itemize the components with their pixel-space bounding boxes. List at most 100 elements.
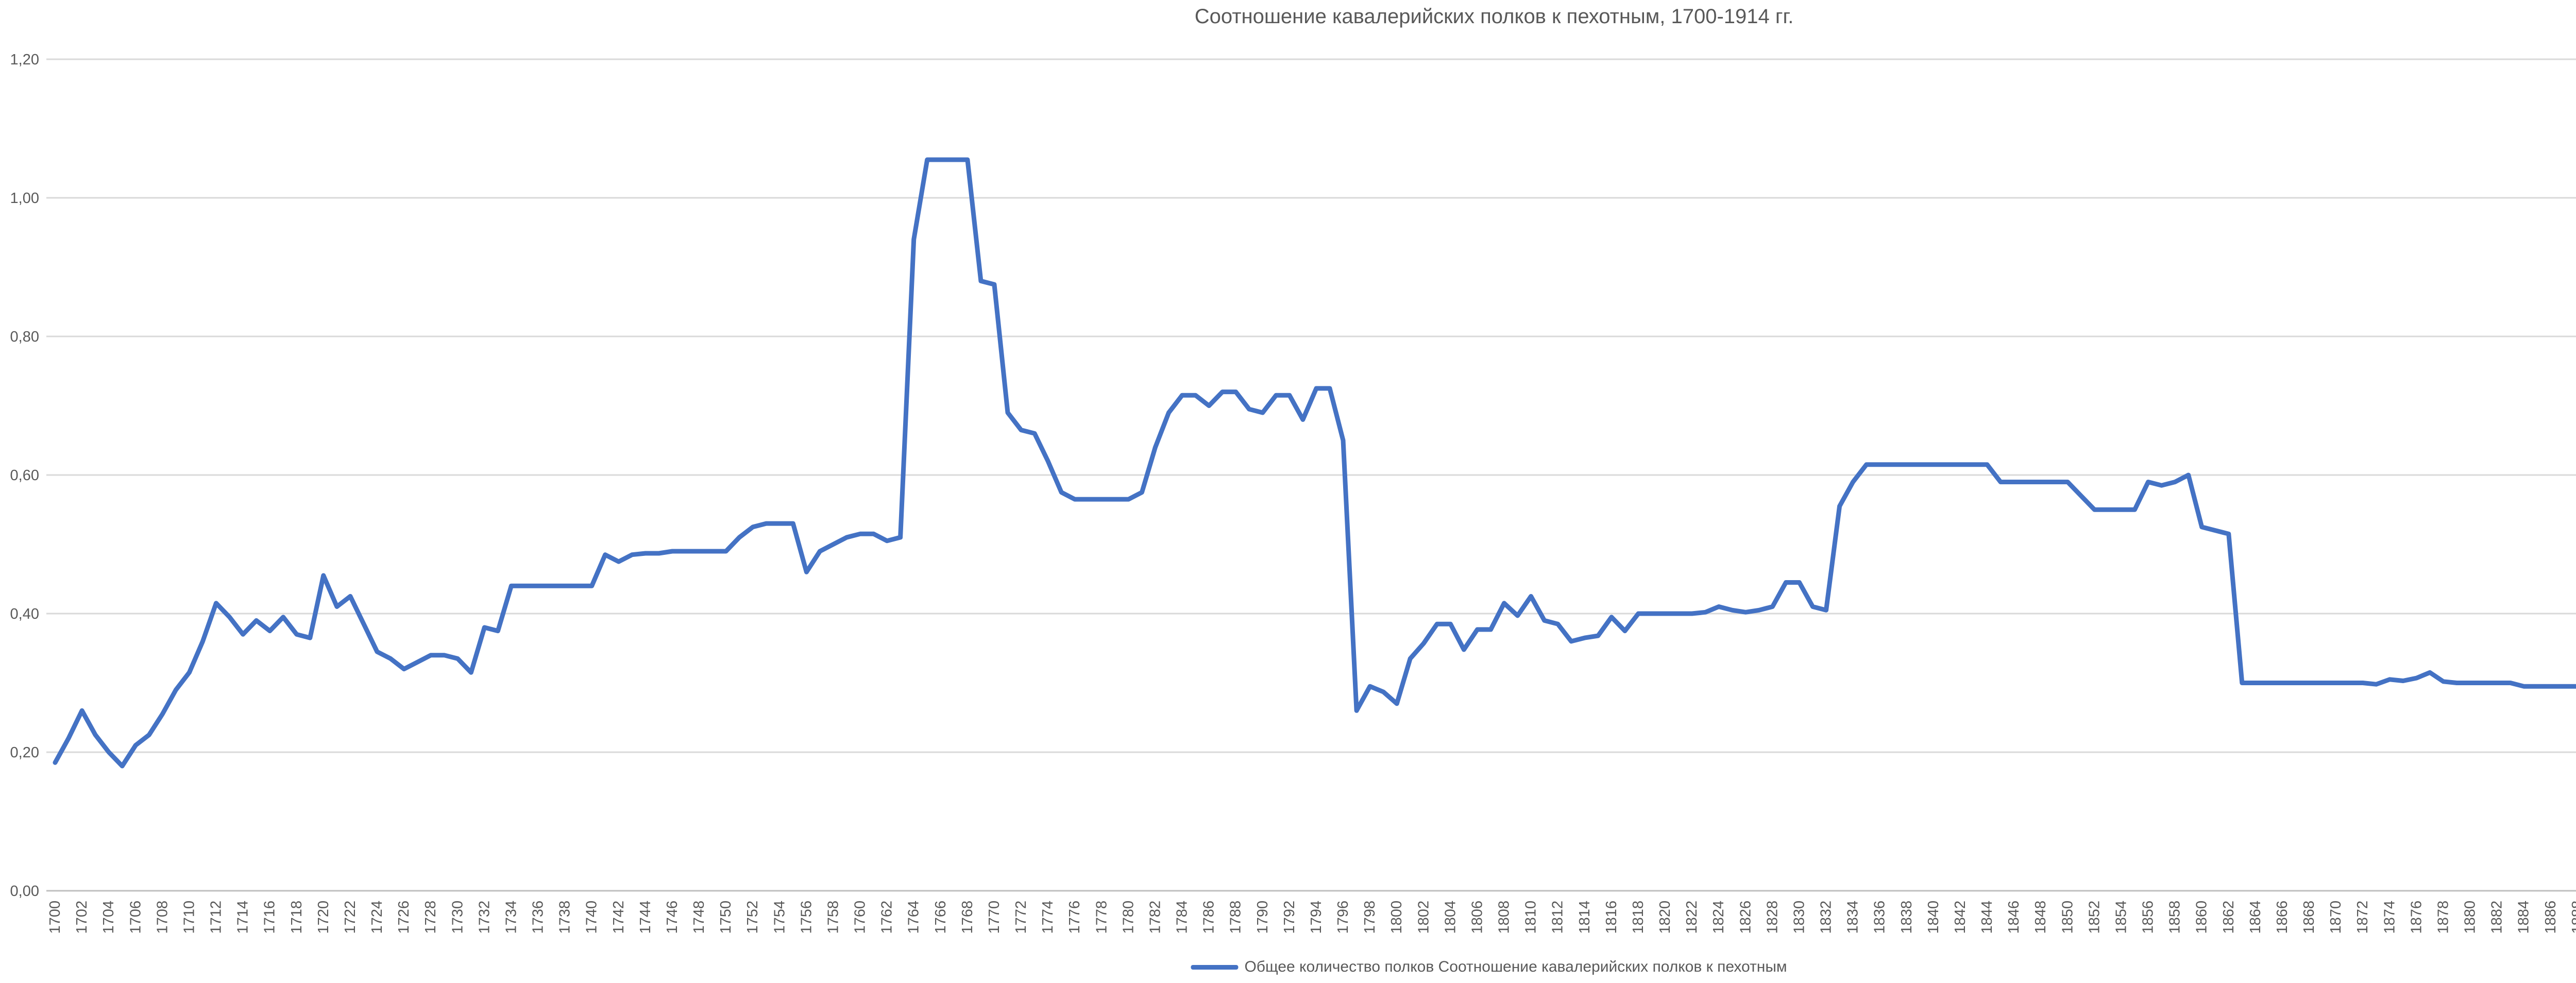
x-axis-tick-label: 1798 [1362, 901, 1378, 934]
x-axis-tick-label: 1884 [2516, 901, 2532, 934]
x-axis-tick-label: 1836 [1872, 901, 1888, 934]
x-axis-tick-label: 1776 [1066, 901, 1083, 934]
x-axis-tick-label: 1866 [2274, 901, 2291, 934]
x-axis-tick-label: 1728 [422, 901, 439, 934]
y-axis-tick-label: 0,60 [10, 467, 39, 484]
x-axis-tick-label: 1788 [1228, 901, 1244, 934]
x-axis-tick-label: 1888 [2569, 901, 2576, 934]
x-axis-tick-label: 1752 [744, 901, 761, 934]
x-axis-tick-label: 1792 [1281, 901, 1298, 934]
x-axis-tick-label: 1742 [611, 901, 627, 934]
x-axis-tick-label: 1806 [1469, 901, 1485, 934]
x-axis-tick-label: 1850 [2059, 901, 2076, 934]
x-axis-tick-label: 1748 [691, 901, 707, 934]
x-axis-tick-label: 1726 [396, 901, 412, 934]
x-axis-tick-label: 1786 [1201, 901, 1217, 934]
x-axis-tick-label: 1816 [1603, 901, 1620, 934]
x-axis-tick-label: 1790 [1255, 901, 1271, 934]
x-axis-tick-label: 1756 [798, 901, 815, 934]
x-axis-tick-label: 1860 [2194, 901, 2210, 934]
x-axis-tick-label: 1820 [1657, 901, 1673, 934]
x-axis-tick-label: 1868 [2301, 901, 2317, 934]
x-axis-tick-label: 1830 [1791, 901, 1807, 934]
x-axis-tick-label: 1744 [637, 901, 654, 934]
x-axis-tick-label: 1704 [100, 901, 117, 934]
x-axis-tick-label: 1730 [449, 901, 466, 934]
y-axis-tick-label: 0,40 [10, 606, 39, 622]
x-axis-tick-label: 1870 [2328, 901, 2344, 934]
x-axis-tick-label: 1794 [1308, 901, 1325, 934]
y-axis-tick-label: 0,80 [10, 329, 39, 345]
x-axis-tick-label: 1754 [771, 901, 788, 934]
x-axis-tick-label: 1818 [1630, 901, 1647, 934]
x-axis-tick-label: 1852 [2086, 901, 2103, 934]
x-axis-tick-label: 1738 [557, 901, 573, 934]
x-axis-tick-label: 1778 [1093, 901, 1110, 934]
x-axis-tick-label: 1846 [2006, 901, 2022, 934]
y-axis-tick-label: 0,00 [10, 883, 39, 900]
x-axis-tick-label: 1802 [1415, 901, 1432, 934]
x-axis-tick-label: 1882 [2489, 901, 2505, 934]
x-axis-tick-label: 1774 [1040, 901, 1056, 934]
x-axis-tick-label: 1708 [154, 901, 171, 934]
x-axis-tick-label: 1834 [1845, 901, 1861, 934]
x-axis-tick-label: 1808 [1496, 901, 1513, 934]
legend-label: Общее количество полков Соотношение кава… [1244, 958, 1787, 975]
x-axis-tick-label: 1760 [852, 901, 869, 934]
x-axis-tick-label: 1766 [933, 901, 949, 934]
x-axis-tick-label: 1880 [2462, 901, 2479, 934]
x-axis-tick-label: 1838 [1899, 901, 1915, 934]
x-axis-tick-label: 1764 [906, 901, 922, 934]
x-axis-tick-label: 1734 [503, 901, 519, 934]
x-axis-tick-label: 1706 [127, 901, 144, 934]
x-axis-tick-label: 1822 [1684, 901, 1700, 934]
x-axis-tick-label: 1758 [825, 901, 841, 934]
x-axis-tick-label: 1874 [2381, 901, 2398, 934]
x-axis-tick-label: 1772 [1013, 901, 1029, 934]
x-axis-tick-label: 1878 [2435, 901, 2451, 934]
x-axis-tick-label: 1844 [1979, 901, 1995, 934]
chart-title: Соотношение кавалерийских полков к пехот… [1194, 5, 1794, 28]
x-axis-tick-label: 1710 [181, 901, 197, 934]
legend-line-swatch [1191, 964, 1239, 970]
x-axis-tick-label: 1858 [2167, 901, 2183, 934]
x-axis-tick-label: 1762 [879, 901, 895, 934]
x-axis-tick-label: 1840 [1925, 901, 1942, 934]
x-axis-tick-label: 1716 [262, 901, 278, 934]
x-axis-tick-label: 1800 [1388, 901, 1405, 934]
x-axis-tick-label: 1854 [2113, 901, 2129, 934]
x-axis-tick-label: 1720 [315, 901, 332, 934]
x-axis-tick-label: 1714 [235, 901, 251, 934]
x-axis-tick-label: 1750 [718, 901, 734, 934]
x-axis-tick-label: 1736 [530, 901, 547, 934]
x-axis-tick-label: 1832 [1818, 901, 1835, 934]
y-axis-tick-label: 1,20 [10, 52, 39, 68]
x-axis-tick-label: 1782 [1147, 901, 1163, 934]
x-axis-tick-label: 1740 [584, 901, 600, 934]
x-axis-tick-label: 1886 [2543, 901, 2559, 934]
x-axis-tick-label: 1876 [2408, 901, 2425, 934]
x-axis-tick-label: 1814 [1577, 901, 1593, 934]
y-axis-tick-label: 1,00 [10, 190, 39, 207]
x-axis-tick-label: 1722 [342, 901, 359, 934]
x-axis-tick-label: 1700 [47, 901, 63, 934]
x-axis-tick-label: 1812 [1550, 901, 1566, 934]
x-axis-tick-label: 1796 [1335, 901, 1351, 934]
x-axis-tick-label: 1804 [1442, 901, 1459, 934]
x-axis-tick-label: 1784 [1174, 901, 1191, 934]
x-axis-tick-label: 1732 [476, 901, 493, 934]
x-axis-tick-label: 1746 [664, 901, 681, 934]
x-axis-tick-label: 1864 [2247, 901, 2264, 934]
x-axis-tick-label: 1770 [986, 901, 1003, 934]
legend: Общее количество полков Соотношение кава… [1191, 958, 1787, 976]
x-axis-tick-label: 1856 [2140, 901, 2157, 934]
x-axis-tick-label: 1768 [959, 901, 976, 934]
x-axis-tick-label: 1718 [289, 901, 305, 934]
x-axis-tick-label: 1826 [1737, 901, 1754, 934]
ratio-series-line [53, 157, 2576, 769]
y-axis-tick-label: 0,20 [10, 744, 39, 761]
x-axis-tick-label: 1848 [2032, 901, 2049, 934]
x-axis-tick-label: 1828 [1764, 901, 1781, 934]
x-axis-tick-label: 1810 [1523, 901, 1539, 934]
